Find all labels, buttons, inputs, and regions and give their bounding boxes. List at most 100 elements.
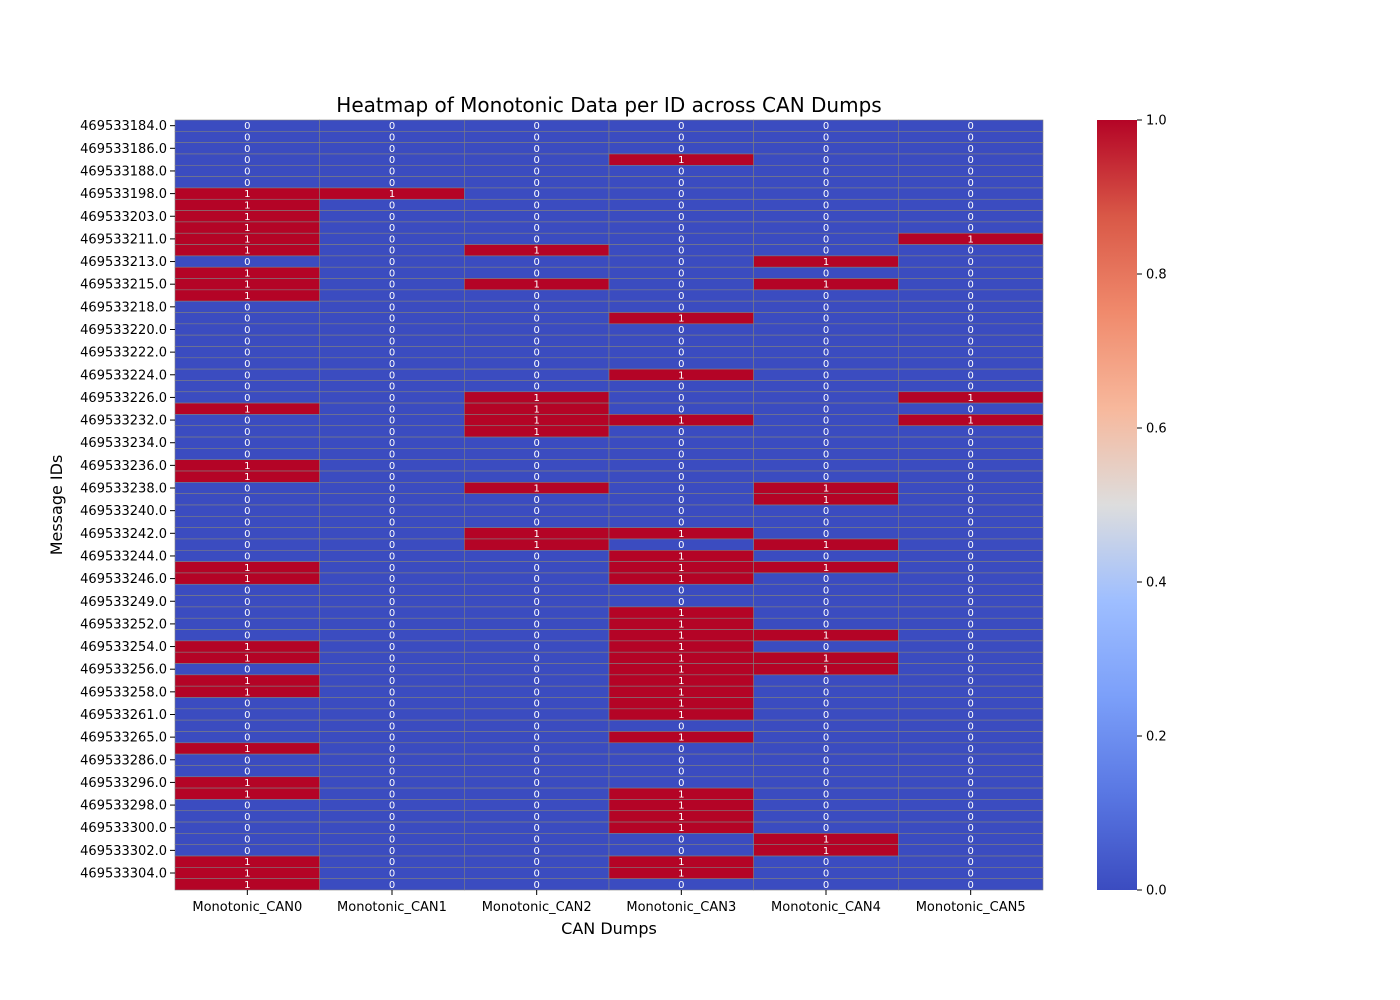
cell-value: 0 (244, 438, 250, 449)
cell-value: 0 (967, 382, 973, 393)
cell-value: 0 (389, 359, 395, 370)
cell-value: 0 (389, 393, 395, 404)
cell-value: 0 (533, 268, 539, 279)
cell-value: 0 (823, 404, 829, 415)
cell-value: 0 (967, 121, 973, 132)
cell-value: 0 (533, 721, 539, 732)
cell-value: 1 (244, 642, 250, 653)
cell-value: 0 (533, 812, 539, 823)
cell-value: 0 (967, 789, 973, 800)
cell-value: 1 (678, 608, 684, 619)
cell-value: 0 (389, 166, 395, 177)
cell-value: 0 (823, 189, 829, 200)
cell-value: 0 (823, 155, 829, 166)
cell-value: 0 (389, 495, 395, 506)
cell-value: 0 (533, 665, 539, 676)
y-tick-label: 469533249.0 (80, 595, 167, 610)
cell-value: 0 (967, 314, 973, 325)
x-tick-label: Monotonic_CAN4 (771, 900, 881, 915)
cell-value: 0 (967, 472, 973, 483)
cell-value: 0 (244, 144, 250, 155)
cell-value: 0 (823, 642, 829, 653)
cell-value: 0 (533, 744, 539, 755)
cell-value: 0 (967, 846, 973, 857)
cell-value: 0 (389, 789, 395, 800)
cell-value: 0 (678, 325, 684, 336)
cell-value: 0 (967, 438, 973, 449)
cell-value: 0 (967, 778, 973, 789)
cell-value: 0 (967, 563, 973, 574)
cell-value: 0 (678, 246, 684, 257)
cell-value: 0 (823, 869, 829, 880)
cell-value: 0 (967, 857, 973, 868)
cell-value: 0 (678, 200, 684, 211)
y-tick-label: 469533226.0 (80, 391, 167, 406)
y-tick-label: 469533184.0 (80, 119, 167, 134)
cell-value: 1 (533, 416, 539, 427)
cell-value: 0 (967, 721, 973, 732)
cell-value: 1 (244, 676, 250, 687)
cell-value: 0 (533, 574, 539, 585)
cell-value: 0 (823, 336, 829, 347)
cell-value: 0 (533, 642, 539, 653)
cell-value: 0 (678, 540, 684, 551)
cell-value: 0 (389, 155, 395, 166)
y-tick-label: 469533265.0 (80, 731, 167, 746)
cell-value: 0 (823, 857, 829, 868)
cell-value: 0 (389, 551, 395, 562)
cell-value: 0 (244, 416, 250, 427)
y-tick-label: 469533261.0 (80, 708, 167, 723)
cell-value: 0 (389, 427, 395, 438)
x-tick-label: Monotonic_CAN5 (916, 900, 1026, 915)
cell-value: 1 (678, 789, 684, 800)
cell-value: 0 (678, 585, 684, 596)
cell-value: 0 (389, 325, 395, 336)
cell-value: 1 (678, 529, 684, 540)
cell-value: 0 (244, 721, 250, 732)
cell-value: 0 (823, 767, 829, 778)
y-tick-label: 469533304.0 (80, 867, 167, 882)
cell-value: 0 (967, 869, 973, 880)
cell-value: 0 (533, 631, 539, 642)
cell-annotations: 0 0 0 0 0 00 0 0 0 0 00 0 0 0 0 00 0 0 1 0 00 0 0 0 0 00 0 0 0 0 01 1 0 0… (244, 121, 974, 891)
cell-value: 1 (533, 393, 539, 404)
cell-value: 0 (244, 484, 250, 495)
x-axis-ticks: Monotonic_CAN0 Monotonic_CAN1 Monotonic_CA… (192, 890, 1026, 915)
y-tick-label: 469533256.0 (80, 663, 167, 678)
cell-value: 0 (533, 585, 539, 596)
cell-value: 1 (967, 393, 973, 404)
cell-value: 0 (967, 733, 973, 744)
cell-value: 0 (967, 200, 973, 211)
cell-value: 0 (967, 450, 973, 461)
y-axis-ticks: 469533184.0 469533186.0 469533188.0 4695331… (80, 119, 175, 882)
cell-value: 0 (967, 608, 973, 619)
cell-value: 1 (823, 653, 829, 664)
cell-value: 0 (967, 574, 973, 585)
cell-value: 0 (967, 767, 973, 778)
cell-value: 1 (533, 427, 539, 438)
y-tick-label: 469533222.0 (80, 346, 167, 361)
cell-value: 0 (389, 653, 395, 664)
cell-value: 0 (244, 551, 250, 562)
cell-value: 0 (823, 461, 829, 472)
cell-value: 0 (823, 699, 829, 710)
cell-value: 1 (533, 484, 539, 495)
cell-value: 0 (533, 699, 539, 710)
cell-value: 0 (389, 710, 395, 721)
cell-value: 1 (244, 472, 250, 483)
cell-value: 0 (389, 540, 395, 551)
cell-value: 1 (244, 223, 250, 234)
cell-value: 1 (823, 257, 829, 268)
cell-value: 1 (533, 404, 539, 415)
cell-value: 0 (389, 223, 395, 234)
cell-value: 0 (823, 574, 829, 585)
y-tick-label: 469533215.0 (80, 278, 167, 293)
cell-value: 1 (533, 529, 539, 540)
cell-value: 0 (244, 619, 250, 630)
cell-value: 0 (389, 619, 395, 630)
y-tick-label: 469533286.0 (80, 753, 167, 768)
cell-value: 0 (533, 880, 539, 891)
cell-value: 0 (389, 506, 395, 517)
cell-value: 0 (533, 359, 539, 370)
